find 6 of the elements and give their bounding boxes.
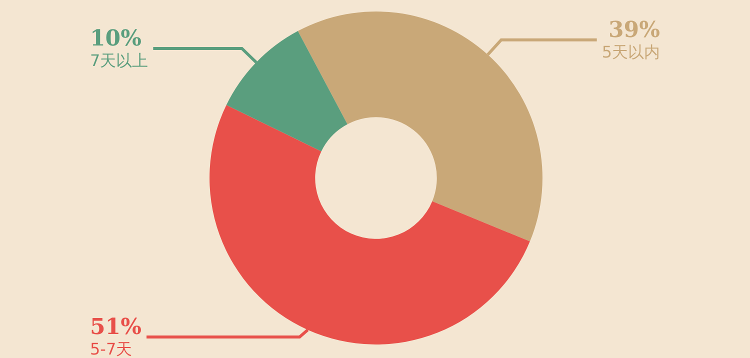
data-label: 39%	[608, 16, 660, 43]
slice-label: 5-7天	[90, 340, 132, 358]
data-label: 10%	[90, 25, 142, 52]
data-label: 51%	[90, 314, 142, 340]
slice-label: 5天以内	[602, 42, 660, 62]
slice-label: 7天以上	[90, 50, 148, 70]
